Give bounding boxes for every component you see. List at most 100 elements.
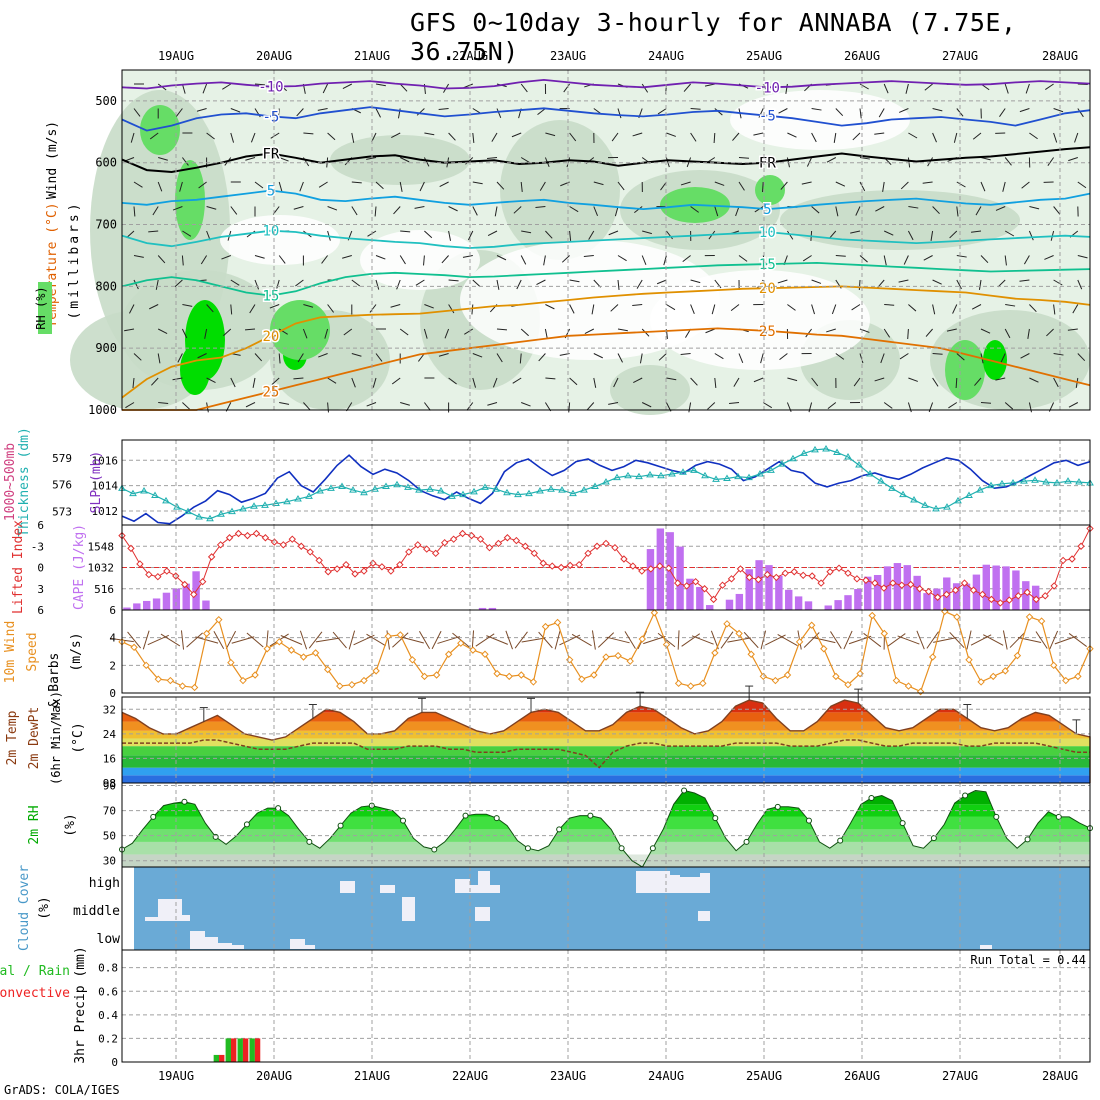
- thickness-marker: [910, 495, 918, 503]
- pressure-tick-label: 900: [95, 341, 117, 355]
- wind-barb: [932, 353, 943, 355]
- wind10-marker: [299, 653, 308, 661]
- wind-barb: [852, 132, 861, 141]
- wind-barb: [738, 181, 745, 191]
- wind-barb: [853, 377, 861, 387]
- cape-bar: [735, 593, 744, 610]
- wind-barb: [322, 83, 329, 94]
- wind-barb: [375, 279, 380, 290]
- wind-barb: [496, 279, 500, 290]
- wind10-marker: [989, 672, 997, 681]
- cape-bar: [1012, 570, 1020, 610]
- wind-barb: [520, 328, 529, 337]
- cape-bar: [765, 565, 773, 610]
- precip-tick-label: 0.4: [98, 1009, 118, 1022]
- wind-barb: [149, 132, 159, 140]
- thickness-marker: [1075, 478, 1083, 485]
- thickness-marker: [294, 495, 302, 502]
- wind-barb: [735, 206, 740, 217]
- wind-barb: [779, 353, 788, 361]
- wind-barb: [439, 181, 449, 187]
- wind10-marker: [771, 676, 780, 685]
- wind-barb: [806, 157, 813, 167]
- wind-tick-label: 4: [109, 632, 116, 645]
- precip-run-total: Run Total = 0.44: [970, 953, 1086, 967]
- wind10-barb: [591, 630, 596, 650]
- wind-barb: [787, 304, 796, 311]
- wind10-marker: [977, 678, 985, 686]
- axis-label-rh: RH (%): [34, 286, 48, 329]
- wind-barb: [690, 377, 698, 386]
- wind-barb: [666, 377, 677, 381]
- wind-barb: [375, 181, 384, 190]
- wind-barb: [690, 206, 699, 213]
- lifted-index-marker: [252, 529, 261, 538]
- temp-contour-FR: [121, 146, 1091, 174]
- wind-barb: [908, 132, 918, 139]
- temp-contour-label: -5: [262, 109, 279, 125]
- wind-barb: [157, 255, 166, 264]
- wind-barb: [956, 181, 966, 188]
- thickness-marker: [1042, 478, 1050, 485]
- lifted-index-marker: [467, 531, 476, 540]
- cloud-panel: [122, 867, 1090, 950]
- wind10-barb: [970, 634, 992, 646]
- cape-bar: [883, 566, 892, 610]
- wind10-marker: [759, 672, 768, 681]
- wind-barb: [617, 181, 625, 191]
- wind-barb: [174, 279, 183, 288]
- wind-barbs: [124, 83, 1088, 413]
- wind10-marker: [650, 609, 659, 617]
- wind10-barb: [624, 631, 636, 649]
- axis-label-thickness: Thickness (dm): [17, 427, 32, 537]
- rh2m-marker: [868, 795, 875, 802]
- wind10-marker: [190, 683, 199, 692]
- chart-title: GFS 0~10day 3-hourly for ANNABA (7.75E, …: [410, 8, 1017, 66]
- wind-barb: [343, 328, 353, 336]
- lifted-index-marker: [880, 584, 888, 592]
- slp-tick-label: 1016: [92, 454, 119, 467]
- wind10-marker: [493, 669, 501, 678]
- rh2m-marker: [993, 813, 1000, 820]
- wind-barb: [543, 255, 546, 266]
- temp-contour-label: 20: [759, 281, 776, 297]
- thickness-marker: [536, 487, 544, 494]
- tick-label-top-day: 20AUG: [256, 49, 292, 63]
- temp-tick-label: 32: [103, 703, 116, 716]
- wind-barb: [756, 279, 764, 289]
- slp-panel: [118, 444, 1094, 525]
- wind-barb: [129, 304, 135, 314]
- wind-barb: [666, 132, 676, 137]
- temp-contour-label: -10: [258, 80, 283, 96]
- temp-contour-10: [121, 229, 1091, 249]
- wind-barb: [923, 255, 933, 261]
- wind-barb: [511, 132, 522, 138]
- wind-barb: [617, 255, 627, 262]
- wind-barb: [230, 108, 241, 113]
- wind-barb: [221, 255, 231, 260]
- wind-barb: [172, 377, 183, 381]
- cloud-left-strip: [122, 867, 134, 950]
- wind-barb: [487, 157, 498, 160]
- wind10-marker: [239, 676, 247, 685]
- wind-barb: [995, 377, 1006, 381]
- wind-barb: [132, 377, 135, 388]
- wind-barb: [946, 328, 957, 332]
- wind-barb: [956, 206, 959, 217]
- tick-label-bottom-day: 27AUG: [942, 1069, 978, 1083]
- axis-label-rh2m-unit: (%): [63, 813, 78, 836]
- precip-tick-label: 0.2: [98, 1032, 118, 1045]
- wind-barb: [805, 328, 813, 338]
- wind-barb: [375, 353, 383, 362]
- thickness-marker: [327, 484, 335, 491]
- wind-barb: [568, 402, 571, 413]
- lifted-index-marker: [575, 560, 583, 569]
- wind-barb: [908, 377, 918, 382]
- rh-band: [122, 841, 1090, 855]
- cape-bar: [962, 583, 971, 610]
- cloud-cell: [490, 885, 500, 893]
- wind-barb: [496, 328, 508, 331]
- lifted-index-marker: [933, 593, 942, 601]
- wind-barb: [396, 279, 401, 290]
- lifted-index-marker: [889, 579, 897, 587]
